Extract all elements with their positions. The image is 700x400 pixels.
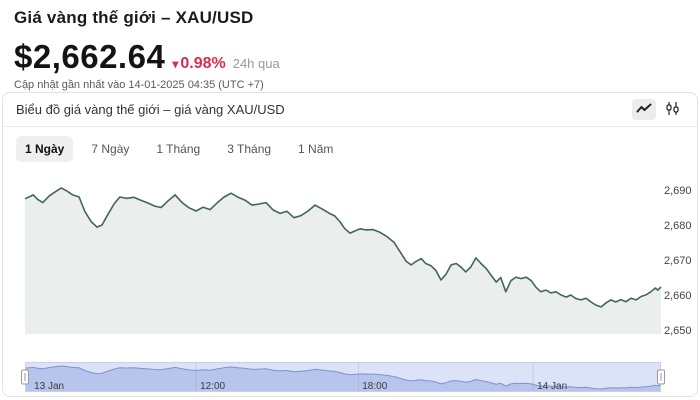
svg-text:14 Jan: 14 Jan (537, 381, 567, 392)
range-tab-4[interactable]: 3 Tháng (218, 136, 280, 162)
price-change: ▾ 0.98% (172, 55, 225, 73)
range-tab-2[interactable]: 7 Ngày (82, 136, 138, 162)
candlestick-icon (665, 101, 680, 119)
svg-text:18:00: 18:00 (362, 381, 387, 392)
svg-text:2,670: 2,670 (664, 255, 692, 267)
page-title: Giá vàng thế giới – XAU/USD (14, 8, 254, 27)
range-tabs: 1 Ngày 7 Ngày 1 Tháng 3 Tháng 1 Năm (16, 136, 697, 162)
svg-text:2,660: 2,660 (664, 290, 692, 302)
price-header: Giá vàng thế giới – XAU/USD $2,662.64 ▾ … (0, 0, 700, 91)
svg-text:13 Jan: 13 Jan (34, 381, 64, 392)
change-percent: 0.98% (180, 55, 226, 72)
price-value: $2,662.64 (14, 38, 166, 75)
range-tab-1[interactable]: 1 Ngày (16, 136, 74, 162)
line-chart-icon (636, 102, 652, 117)
chart-card-header: Biểu đồ giá vàng thế giới – giá vàng XAU… (3, 93, 697, 127)
candlestick-chart-button[interactable] (660, 99, 684, 120)
range-tab-3[interactable]: 1 Tháng (147, 136, 209, 162)
price-chart: 2,650 2,660 2,670 2,680 2,690 (24, 185, 692, 337)
chart-card: Biểu đồ giá vàng thế giới – giá vàng XAU… (2, 92, 698, 397)
chart-type-buttons (632, 99, 684, 120)
navigator-handle-right[interactable] (657, 369, 665, 385)
last-updated: Cập nhật gần nhất vào 14-01-2025 04:35 (… (14, 79, 264, 91)
line-chart-button[interactable] (632, 99, 656, 120)
price-row: $2,662.64 ▾ 0.98% 24h qua (14, 40, 686, 73)
change-period: 24h qua (232, 56, 280, 71)
svg-text:2,680: 2,680 (664, 220, 692, 232)
chart-title: Biểu đồ giá vàng thế giới – giá vàng XAU… (16, 102, 285, 117)
down-arrow-icon: ▾ (172, 57, 179, 71)
svg-text:2,650: 2,650 (664, 325, 692, 337)
navigator-handle-left[interactable] (21, 369, 29, 385)
range-tab-5[interactable]: 1 Năm (289, 136, 342, 162)
svg-text:2,690: 2,690 (664, 185, 692, 197)
chart-navigator[interactable]: 13 Jan 12:00 18:00 14 Jan (0, 358, 700, 398)
svg-text:12:00: 12:00 (200, 381, 225, 392)
